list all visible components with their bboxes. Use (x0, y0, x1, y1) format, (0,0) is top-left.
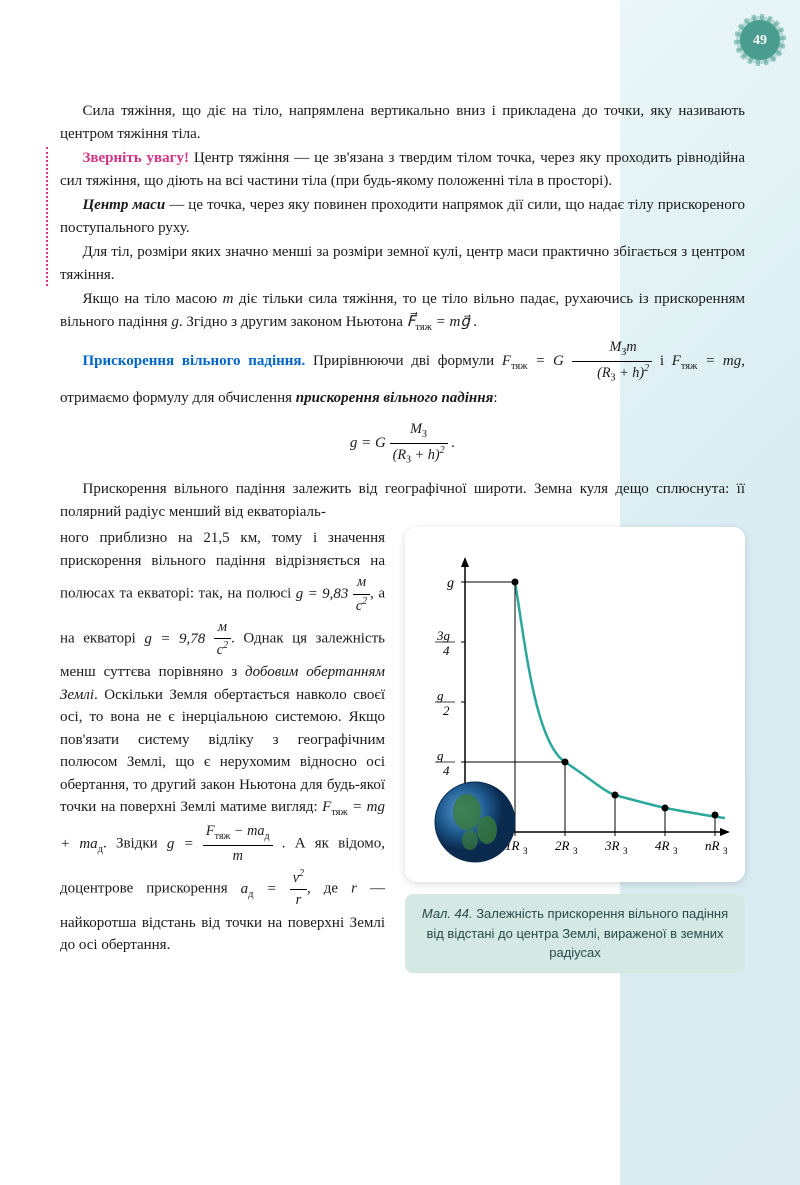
R: R (602, 365, 611, 381)
formula-F-grav: Fтяж = G MЗm (RЗ + h)2 (502, 353, 660, 369)
paragraph-5: Якщо на тіло масою m діє тільки сила тяж… (60, 288, 745, 335)
sub2: тяж (681, 361, 698, 372)
p6-a: Прирівнюючи дві формули (305, 353, 502, 369)
page-number-badge: 49 (740, 20, 780, 60)
section-title: Прискорення вільного падіння. (83, 353, 306, 369)
p5-pre: Якщо на тіло масою (83, 291, 223, 307)
fig-label: Мал. 44. (422, 906, 473, 921)
svg-text:4: 4 (443, 643, 450, 658)
g-equator: g = 9,78 мс2 (144, 631, 231, 647)
sq4: 2 (223, 640, 228, 651)
colon: : (493, 390, 497, 406)
formula-Fmg2: Fтяж = mg (672, 353, 742, 369)
F: F (502, 353, 511, 369)
gf: g = (167, 836, 203, 852)
sub3t: тяж (331, 807, 348, 818)
figure-caption: Мал. 44. Залежність прискорення вільного… (405, 894, 745, 973)
s3b: З (611, 373, 616, 384)
wg: , де (307, 881, 351, 897)
Ff: F (322, 799, 331, 815)
paragraph-1: Сила тяжіння, що діє на тіло, напрямлена… (60, 100, 745, 145)
m5: m (203, 846, 273, 867)
svg-text:З: З (723, 846, 728, 856)
svg-text:g: g (447, 576, 454, 591)
p6-b: і (660, 353, 672, 369)
caption-text: Залежність прискорення вільного падіння … (426, 906, 728, 960)
we: . Звідки (103, 836, 167, 852)
paragraph-7a: Прискорення вільного падіння залежить ві… (60, 478, 745, 523)
F3: F (206, 823, 215, 839)
svg-text:З: З (673, 846, 678, 856)
frac-g: MЗ (RЗ + h)2 (390, 419, 448, 468)
h: h (632, 365, 639, 381)
gp: g = 9,83 (296, 586, 349, 602)
ge: g = 9,78 (144, 631, 205, 647)
sq2: 2 (440, 445, 445, 456)
svg-text:nR: nR (705, 838, 720, 853)
svg-text:З: З (523, 846, 528, 856)
term-accel: прискорення вільного падіння (296, 390, 494, 406)
var-m: m (223, 291, 234, 307)
m2: m (626, 339, 636, 355)
p5-post: . Згідно з другим законом Ньютона (179, 314, 407, 330)
F2: F (672, 353, 681, 369)
attention-label: Зверніть увагу! (83, 150, 189, 166)
highlighted-block: Зверніть увагу! Центр тяжіння — це зв'яз… (46, 147, 745, 286)
G: G (553, 353, 564, 369)
ad: a (257, 823, 264, 839)
svg-text:3g: 3g (436, 628, 451, 643)
center-mass-term: Центр маси (83, 197, 166, 213)
svg-text:g: g (437, 748, 444, 763)
um2: м (214, 617, 231, 639)
svg-text:З: З (573, 846, 578, 856)
g-pole: g = 9,83 мс2 (296, 586, 370, 602)
sub4t: тяж (215, 831, 231, 842)
M: M (610, 339, 622, 355)
page-number: 49 (753, 30, 767, 51)
formula-g-main: g = G MЗ (RЗ + h)2 . (60, 419, 745, 468)
paragraph-4: Для тіл, розміри яких значно менші за ро… (60, 241, 745, 286)
sq3: 2 (362, 596, 367, 607)
formula-g-frac: g = Fтяж − maд m (167, 836, 282, 852)
page-content: Сила тяжіння, що діє на тіло, напрямлена… (0, 0, 800, 1003)
paragraph-section: Прискорення вільного падіння. Прирівнююч… (60, 337, 745, 409)
svg-text:2R: 2R (555, 838, 570, 853)
sq5: 2 (299, 868, 304, 879)
m4: m (247, 823, 257, 839)
R2: R (397, 447, 406, 463)
formula-Fmg: F⃗тяж = mg⃗ . (407, 314, 478, 330)
wrap-section: ного приблизно на 21,5 км, тому і значен… (60, 527, 745, 973)
wrap-text: ного приблизно на 21,5 км, тому і значен… (60, 527, 385, 973)
gravity-chart: g3g4g2g41RЗ2RЗ3RЗ4RЗnRЗ (415, 542, 735, 872)
wd: . Оскільки Земля обертається навколо сво… (60, 687, 385, 816)
m3: m (723, 353, 734, 369)
paragraph-attention: Зверніть увагу! Центр тяжіння — це зв'яз… (60, 147, 745, 192)
eq2: = (254, 881, 290, 897)
um1: м (353, 572, 370, 594)
sd2: д (265, 831, 270, 842)
sub-tiaz: тяж (415, 322, 432, 333)
sq1: 2 (644, 363, 649, 374)
svg-text:4R: 4R (655, 838, 670, 853)
s3c: З (422, 429, 427, 440)
paragraph-center-mass: Центр маси — це точка, через яку повинен… (60, 194, 745, 239)
h2: h (428, 447, 435, 463)
chart-card: g3g4g2g41RЗ2RЗ3RЗ4RЗnRЗ (405, 527, 745, 882)
svg-text:3R: 3R (604, 838, 620, 853)
frac-grav: MЗm (RЗ + h)2 (572, 337, 653, 386)
svg-text:З: З (623, 846, 628, 856)
svg-text:g: g (437, 688, 444, 703)
g-eq: g = G (350, 435, 386, 451)
figure-box: g3g4g2g41RЗ2RЗ3RЗ4RЗnRЗ Мал. 44. Залежні… (405, 527, 745, 973)
var-g: g (171, 314, 179, 330)
eq-mg: = mg⃗ . (432, 314, 477, 330)
sub1: тяж (511, 361, 528, 372)
svg-text:4: 4 (443, 763, 450, 778)
M2: M (410, 421, 422, 437)
s3d: З (406, 454, 411, 465)
r: r (290, 890, 307, 911)
wrap-para: ного приблизно на 21,5 км, тому і значен… (60, 527, 385, 956)
formula-ad: aд = v2r (241, 881, 307, 897)
svg-text:2: 2 (443, 703, 450, 718)
